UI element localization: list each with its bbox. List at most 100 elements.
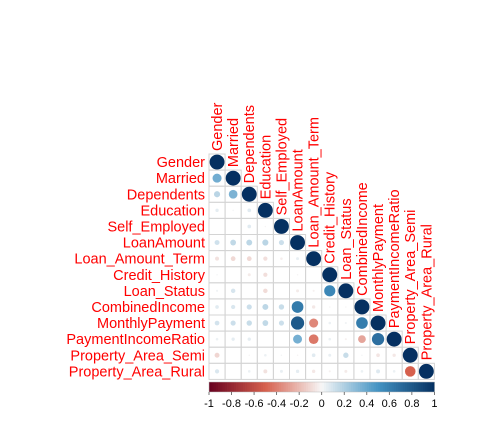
corr-circle-Education-Education bbox=[257, 202, 273, 218]
corr-circle-Property_Area_Semi-LoanAmount bbox=[296, 354, 299, 356]
corr-circle-Credit_History-Education bbox=[263, 272, 268, 277]
corr-circle-Property_Area_Semi-CombinedIncome bbox=[361, 354, 363, 356]
colorbar-segment bbox=[423, 382, 426, 392]
colorbar-segment bbox=[265, 382, 269, 392]
corr-circle-Loan_Status-Married bbox=[230, 288, 236, 294]
corr-circle-PaymentIncomeRatio-Credit_History bbox=[328, 337, 332, 341]
colorbar-segment bbox=[387, 382, 390, 392]
colorbar-segment bbox=[348, 382, 352, 392]
corr-circle-Credit_History-Credit_History bbox=[322, 267, 338, 283]
colorbar-segment bbox=[272, 382, 275, 392]
corr-circle-Property_Area_Semi-Education bbox=[264, 353, 267, 357]
colorbar-segment bbox=[294, 382, 298, 392]
corr-circle-Married-Gender bbox=[212, 173, 222, 183]
colorbar-segment bbox=[425, 382, 429, 392]
row-label: LoanAmount bbox=[123, 236, 205, 252]
colorbar-segment bbox=[335, 382, 338, 392]
colorbar-segment bbox=[249, 382, 253, 392]
colorbar-segment bbox=[382, 382, 386, 392]
corr-circle-Property_Area_Rural-Property_Area_Semi bbox=[404, 366, 416, 377]
grid-cell bbox=[417, 362, 435, 380]
column-label: Property_Area_Semi bbox=[403, 210, 419, 345]
colorbar-segment bbox=[357, 382, 361, 392]
colorbar-segment bbox=[242, 382, 246, 392]
colorbar-segment bbox=[330, 382, 334, 392]
corr-circle-CombinedIncome-Self_Employed bbox=[278, 304, 285, 310]
corr-circle-CombinedIncome-Loan_Status bbox=[345, 306, 347, 308]
colorbar-segment bbox=[285, 382, 289, 392]
colorbar-segment bbox=[229, 382, 232, 392]
column-label: Self_Employed bbox=[274, 118, 290, 216]
corr-circle-MonthlyPayment-Gender bbox=[214, 320, 220, 326]
column-label: MonthlyPayment bbox=[371, 204, 387, 312]
colorbar-segment bbox=[332, 382, 336, 392]
colorbar-tick-label: -0.2 bbox=[290, 398, 309, 410]
row-label: MonthlyPayment bbox=[97, 316, 205, 332]
corr-circle-Loan_Amount_Term-Gender bbox=[215, 256, 220, 261]
corr-circle-Self_Employed-Education bbox=[264, 225, 267, 228]
grid-cell bbox=[208, 217, 226, 235]
corr-circle-Loan_Amount_Term-Self_Employed bbox=[280, 257, 283, 260]
colorbar-segment bbox=[308, 382, 311, 392]
column-label: PaymentIncomeRatio bbox=[387, 189, 403, 328]
colorbar-segment bbox=[314, 382, 318, 392]
corr-circle-LoanAmount-Gender bbox=[214, 240, 220, 246]
colorbar-segment bbox=[414, 382, 417, 392]
corr-circle-PaymentIncomeRatio-Dependents bbox=[247, 337, 251, 341]
corr-circle-MonthlyPayment-Married bbox=[230, 320, 236, 326]
corr-circle-Property_Area_Semi-Self_Employed bbox=[280, 354, 283, 356]
colorbar-segment bbox=[411, 382, 415, 392]
colorbar-segment bbox=[245, 382, 248, 392]
corr-circle-Credit_History-Gender bbox=[216, 274, 218, 276]
colorbar-segment bbox=[283, 382, 287, 392]
colorbar-segment bbox=[263, 382, 266, 392]
corr-circle-Self_Employed-Dependents bbox=[247, 224, 252, 229]
corr-circle-Married-Married bbox=[225, 170, 241, 186]
row-label: Credit_History bbox=[113, 268, 206, 284]
corr-circle-PaymentIncomeRatio-CombinedIncome bbox=[358, 335, 366, 344]
corr-circle-Property_Area_Rural-CombinedIncome bbox=[360, 370, 364, 373]
row-label: Married bbox=[156, 171, 205, 187]
grid bbox=[208, 153, 435, 380]
grid-cell bbox=[272, 330, 290, 348]
colorbar-segment bbox=[218, 382, 221, 392]
colorbar-segment bbox=[278, 382, 282, 392]
colorbar-tick-label: -0.8 bbox=[222, 398, 241, 410]
corr-circle-CombinedIncome-Dependents bbox=[246, 304, 252, 310]
corr-circle-PaymentIncomeRatio-Gender bbox=[215, 337, 219, 341]
colorbar-tick-label: 0.4 bbox=[359, 398, 374, 410]
colorbar-segment bbox=[346, 382, 350, 392]
colorbar-segment bbox=[301, 382, 305, 392]
colorbar-segment bbox=[258, 382, 262, 392]
colorbar-segment bbox=[260, 382, 264, 392]
colorbar-tick-label: 0.2 bbox=[337, 398, 352, 410]
column-label: Education bbox=[258, 135, 274, 200]
colorbar-segment bbox=[362, 382, 365, 392]
corr-circle-Property_Area_Rural-LoanAmount bbox=[295, 369, 300, 374]
colorbar-segment bbox=[305, 382, 309, 392]
column-label: Loan_Status bbox=[339, 198, 355, 279]
colorbar-segment bbox=[364, 382, 368, 392]
colorbar-segment bbox=[393, 382, 397, 392]
colorbar-segment bbox=[310, 382, 314, 392]
corr-circle-Property_Area_Semi-Dependents bbox=[248, 354, 250, 356]
row-labels: GenderMarriedDependentsEducationSelf_Emp… bbox=[66, 155, 205, 380]
colorbar-segment bbox=[418, 382, 422, 392]
colorbar-segment bbox=[405, 382, 408, 392]
corr-circle-Property_Area_Semi-PaymentIncomeRatio bbox=[392, 353, 396, 357]
corr-circle-Gender-Gender bbox=[209, 154, 225, 170]
colorbar-segment bbox=[267, 382, 271, 392]
colorbar-segment bbox=[211, 382, 214, 392]
corr-circle-Property_Area_Rural-Dependents bbox=[247, 370, 251, 373]
colorbar-segment bbox=[281, 382, 284, 392]
corr-circle-PaymentIncomeRatio-Loan_Status bbox=[344, 338, 347, 341]
corr-circle-Property_Area_Semi-Property_Area_Semi bbox=[402, 347, 418, 363]
colorbar-segment bbox=[373, 382, 377, 392]
corr-circle-Property_Area_Rural-Education bbox=[263, 369, 268, 374]
corr-circle-MonthlyPayment-Dependents bbox=[246, 320, 252, 326]
corr-circle-PaymentIncomeRatio-MonthlyPayment bbox=[371, 333, 385, 346]
grid-cell bbox=[224, 217, 242, 235]
corr-circle-Loan_Amount_Term-LoanAmount bbox=[296, 257, 300, 261]
corr-circle-LoanAmount-Education bbox=[262, 239, 269, 246]
corr-circle-CombinedIncome-Credit_History bbox=[329, 306, 331, 308]
